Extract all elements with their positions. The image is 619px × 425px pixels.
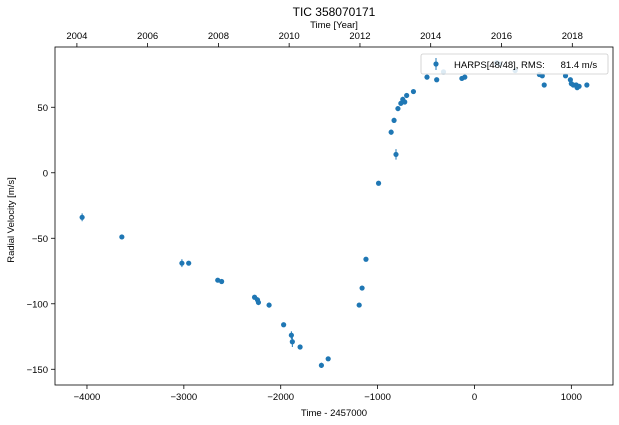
data-point bbox=[359, 285, 365, 291]
data-point bbox=[576, 83, 582, 89]
x-tick-label: −1000 bbox=[364, 392, 391, 403]
y-tick-label: −50 bbox=[32, 234, 48, 245]
data-point bbox=[79, 214, 85, 220]
x-tick-label: −4000 bbox=[74, 392, 101, 403]
data-point bbox=[375, 180, 382, 186]
data-point bbox=[289, 339, 295, 345]
data-point bbox=[266, 302, 272, 308]
x-tick-label: 1000 bbox=[561, 392, 582, 403]
x-axis-label: Time - 2457000 bbox=[301, 408, 367, 419]
legend-box bbox=[420, 53, 609, 75]
data-point bbox=[562, 73, 569, 79]
top-tick-label: 2016 bbox=[491, 31, 512, 42]
data-point bbox=[402, 99, 408, 105]
y-tick-label: −150 bbox=[27, 365, 48, 376]
data-point bbox=[297, 344, 303, 350]
data-point bbox=[356, 302, 362, 308]
data-point bbox=[281, 322, 287, 328]
data-point bbox=[318, 362, 325, 368]
data-point bbox=[219, 278, 225, 285]
data-point bbox=[395, 105, 401, 112]
x-tick-label: −2000 bbox=[267, 392, 294, 403]
data-point bbox=[393, 151, 399, 158]
chart-title: TIC 358070171 bbox=[293, 5, 376, 19]
data-point bbox=[539, 73, 545, 79]
legend: HARPS[48/48], RMS: 81.4 m/s bbox=[420, 53, 609, 75]
data-points bbox=[79, 60, 590, 368]
y-axis-label: Radial Velocity [m/s] bbox=[6, 177, 17, 263]
axis-ticks: −4000 −3000 −2000 −1000 0 1000 −150 −100 −50 0 50 2… bbox=[27, 31, 583, 403]
data-point bbox=[388, 129, 394, 135]
top-tick-label: 2006 bbox=[137, 31, 158, 42]
top-tick-label: 2010 bbox=[279, 31, 300, 42]
top-tick-label: 2012 bbox=[349, 31, 370, 42]
data-point bbox=[541, 82, 547, 88]
plot-frame bbox=[54, 46, 614, 386]
data-point bbox=[363, 256, 369, 262]
top-tick-label: 2008 bbox=[208, 31, 229, 42]
data-point bbox=[119, 234, 125, 240]
data-point bbox=[424, 74, 430, 80]
data-point bbox=[255, 299, 262, 306]
data-point bbox=[462, 74, 468, 80]
data-point bbox=[179, 260, 185, 266]
legend-entry-label: HARPS[48/48], RMS: 81.4 m/s bbox=[454, 60, 597, 71]
y-tick-label: 50 bbox=[37, 103, 48, 114]
data-point bbox=[567, 77, 573, 83]
data-point bbox=[391, 117, 397, 123]
data-point bbox=[584, 82, 590, 88]
x-tick-label: −3000 bbox=[171, 392, 198, 403]
data-point bbox=[186, 260, 192, 266]
data-point bbox=[288, 332, 294, 338]
x-tick-label: 0 bbox=[472, 392, 477, 403]
data-point bbox=[404, 92, 410, 99]
data-point bbox=[410, 88, 417, 95]
top-axis-label: Time [Year] bbox=[310, 20, 358, 31]
top-tick-label: 2018 bbox=[562, 31, 583, 42]
top-tick-label: 2014 bbox=[420, 31, 441, 42]
data-point bbox=[325, 356, 331, 362]
legend-marker bbox=[433, 61, 439, 67]
top-tick-label: 2004 bbox=[66, 31, 87, 42]
y-tick-label: 0 bbox=[43, 168, 48, 179]
y-tick-label: −100 bbox=[27, 299, 48, 310]
data-point bbox=[434, 77, 440, 83]
